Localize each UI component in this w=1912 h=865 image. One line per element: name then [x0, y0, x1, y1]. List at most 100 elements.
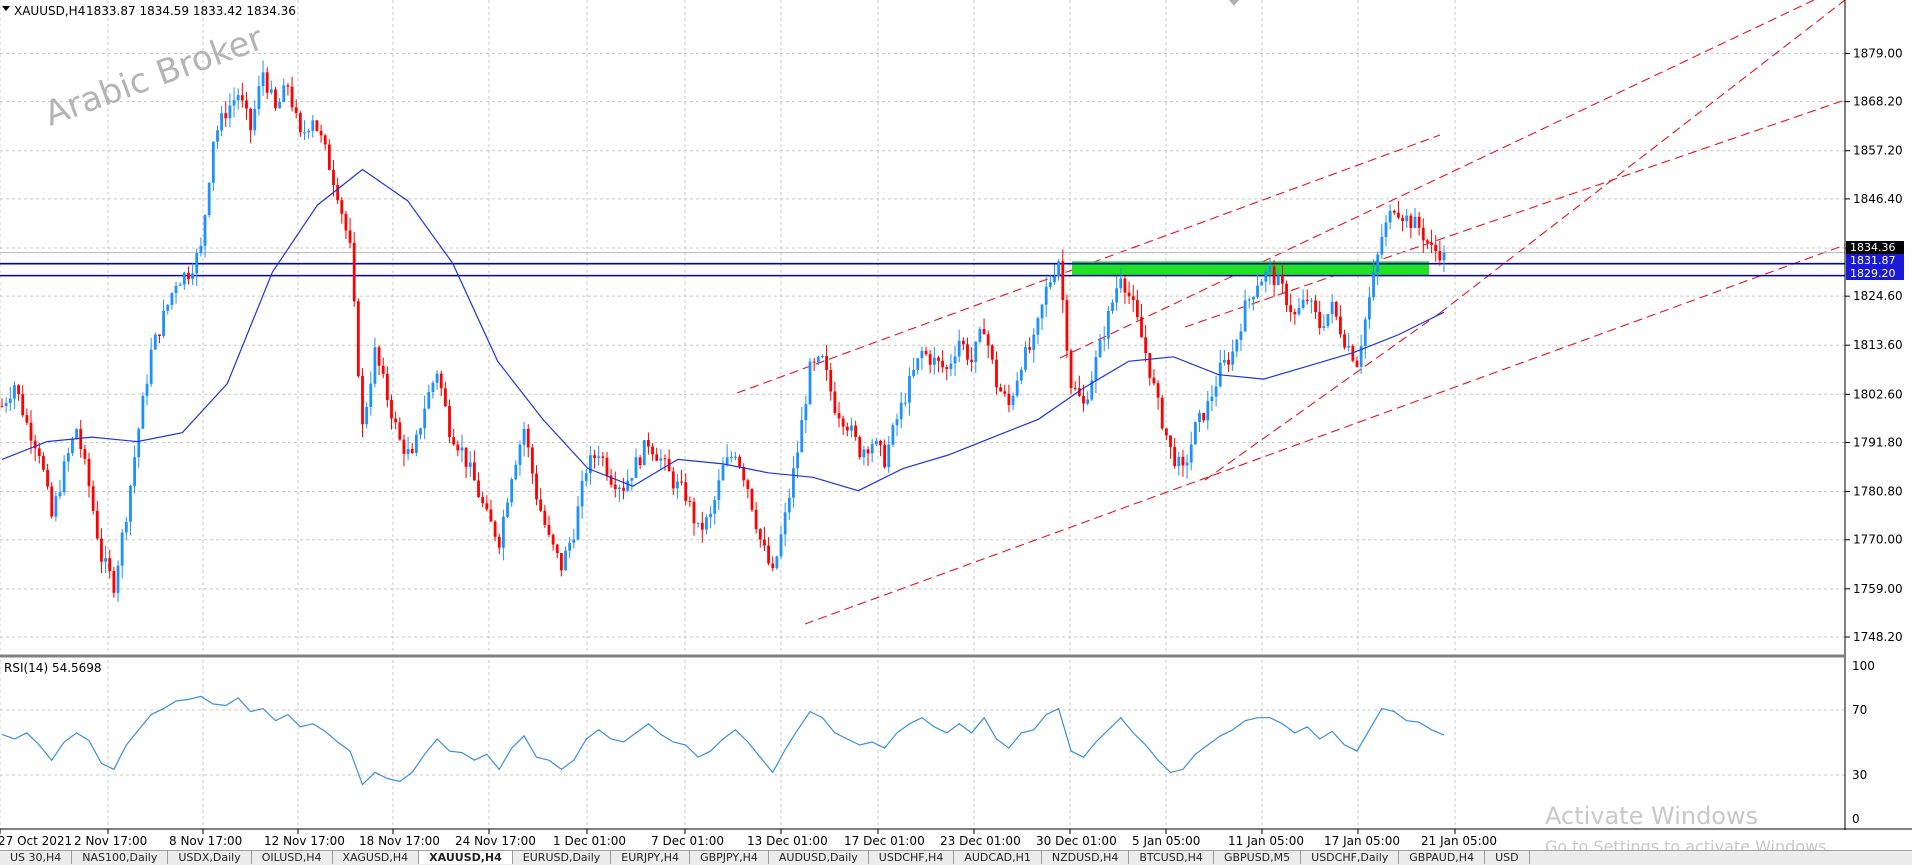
chart-tab[interactable]: EURUSD,Daily [513, 851, 612, 864]
chart-tab[interactable]: USDCHF,Daily [1301, 851, 1400, 864]
candle-body [1301, 299, 1305, 308]
chart-tab[interactable]: USD [1485, 851, 1530, 864]
candle-body [932, 357, 936, 365]
candle-body [1310, 300, 1313, 302]
time-tick-label: 11 Jan 05:00 [1228, 834, 1304, 848]
candle-body [1351, 346, 1355, 361]
chart-tab[interactable]: AUDCAD,H1 [954, 851, 1042, 864]
chart-tab[interactable]: USDCHF,H4 [869, 851, 955, 864]
candle-body [622, 487, 625, 491]
candle-body [999, 387, 1003, 392]
candle-body [435, 373, 439, 383]
candle-body [626, 480, 630, 491]
candle-body [837, 413, 841, 419]
trendlines[interactable] [736, 0, 1846, 625]
trendline[interactable] [1184, 99, 1846, 328]
candle-body [344, 213, 348, 231]
price-tick-label: 1857.20 [1853, 144, 1903, 158]
candle-body [858, 436, 862, 458]
candle-body [1098, 339, 1102, 358]
chart-tab[interactable]: BTCUSD,H4 [1129, 851, 1214, 864]
candle-body [381, 365, 385, 374]
candle-body [162, 310, 166, 337]
time-tick-label: 18 Nov 17:00 [359, 834, 440, 848]
candle-body [178, 284, 182, 286]
price-tick-label: 1846.40 [1853, 192, 1903, 206]
candle-body [1293, 311, 1297, 315]
candle-body [916, 358, 920, 371]
candle-body [216, 130, 219, 142]
trendline[interactable] [804, 244, 1846, 625]
candle-body [4, 403, 8, 407]
candle-body [1401, 217, 1404, 222]
chart-tab[interactable]: EURJPY,H4 [611, 851, 691, 864]
last-price-tag [1846, 241, 1904, 254]
chart-tab[interactable]: GBPUSD,M5 [1214, 851, 1302, 864]
candle-body [423, 408, 427, 429]
chart-tab[interactable]: US 30,H4 [0, 851, 73, 864]
candle-body [1314, 300, 1317, 312]
candle-body [1421, 227, 1425, 241]
candle-body [116, 565, 120, 593]
candle-body [978, 329, 982, 342]
candle-body [966, 344, 969, 360]
candle-body [796, 452, 799, 469]
candle-body [696, 522, 700, 524]
activate-windows-subtitle: Go to Settings to activate Windows. [1545, 837, 1832, 850]
chart-tab[interactable]: GBPAUD,H4 [1399, 851, 1486, 864]
candle-body [1222, 359, 1226, 363]
candle-body [37, 448, 41, 457]
candle-body [700, 522, 704, 530]
chart-tab[interactable]: NZDUSD,H4 [1042, 851, 1130, 864]
candle-body [572, 539, 576, 543]
trendline[interactable] [736, 134, 1441, 394]
dropdown-triangle-icon[interactable] [2, 6, 10, 11]
candle-body [265, 72, 269, 93]
candle-body [986, 334, 990, 346]
time-tick-label: 17 Dec 01:00 [844, 834, 925, 848]
candle-body [1115, 288, 1119, 303]
candle-body [249, 108, 253, 131]
chart-tab[interactable]: XAUUSD,H4 [419, 851, 513, 864]
candle-body [1247, 299, 1251, 301]
candle-body [456, 444, 460, 451]
candle-body [1102, 338, 1106, 340]
chart-tab[interactable]: XAGUSD,H4 [333, 851, 420, 864]
candle-body [1123, 278, 1127, 293]
trendline[interactable] [1204, 312, 1441, 481]
trendline[interactable] [1439, 0, 1846, 314]
candle-body [1280, 275, 1284, 284]
candle-body [203, 215, 207, 246]
candle-body [443, 388, 447, 407]
support-zone[interactable] [1072, 261, 1429, 276]
candle-body [862, 449, 866, 458]
candle-body [584, 473, 588, 481]
candle-body [1044, 286, 1048, 305]
candle-body [721, 465, 725, 481]
time-tick-label: 12 Nov 17:00 [264, 834, 345, 848]
chart-tab[interactable]: GBPJPY,H4 [690, 851, 769, 864]
candle-body [841, 418, 845, 427]
candle-body [543, 510, 547, 525]
chart-tab[interactable]: OILUSD,H4 [252, 851, 333, 864]
chart-tab[interactable]: AUDUSD,Daily [769, 851, 869, 864]
candle-body [199, 245, 203, 253]
candle-body [8, 398, 12, 404]
candle-body [530, 447, 534, 474]
candle-body [1363, 319, 1367, 347]
candle-body [825, 355, 828, 371]
candle-body [555, 544, 559, 554]
candle-body [17, 385, 20, 395]
candle-body [1057, 261, 1061, 277]
chart-shift-marker-icon[interactable] [1229, 0, 1239, 6]
chart-tab[interactable]: USDX,Daily [168, 851, 252, 864]
candle-body [1305, 299, 1309, 301]
candle-body [1164, 428, 1168, 436]
candle-body [282, 85, 286, 103]
candle-body [1152, 377, 1156, 384]
horizontal-lines[interactable] [0, 252, 1845, 277]
candle-body [1019, 369, 1023, 381]
chart-tab[interactable]: NAS100,Daily [72, 851, 169, 864]
